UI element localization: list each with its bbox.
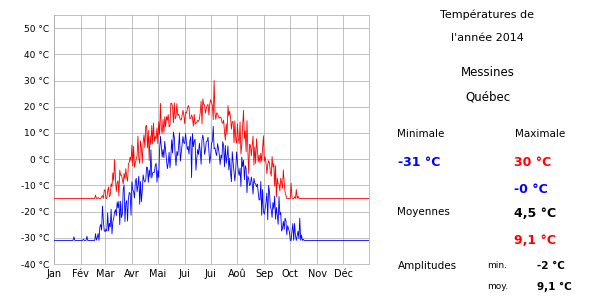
Text: Amplitudes: Amplitudes xyxy=(398,261,457,271)
Text: Messines: Messines xyxy=(461,66,514,79)
Text: -2 °C: -2 °C xyxy=(537,261,565,271)
Text: -31 °C: -31 °C xyxy=(398,156,440,169)
Text: Québec: Québec xyxy=(465,90,510,103)
Text: Moyennes: Moyennes xyxy=(398,207,451,217)
Text: Minimale: Minimale xyxy=(398,129,445,139)
Text: min.: min. xyxy=(487,261,508,270)
Text: 30 °C: 30 °C xyxy=(515,156,552,169)
Text: Températures de: Températures de xyxy=(440,9,535,20)
Text: 9,1 °C: 9,1 °C xyxy=(537,282,572,292)
Text: 9,1 °C: 9,1 °C xyxy=(515,234,557,247)
Text: -0 °C: -0 °C xyxy=(515,183,548,196)
Text: l'année 2014: l'année 2014 xyxy=(451,33,524,43)
Text: moy.: moy. xyxy=(487,282,509,291)
Text: 4,5 °C: 4,5 °C xyxy=(515,207,557,220)
Text: Maximale: Maximale xyxy=(515,129,565,139)
